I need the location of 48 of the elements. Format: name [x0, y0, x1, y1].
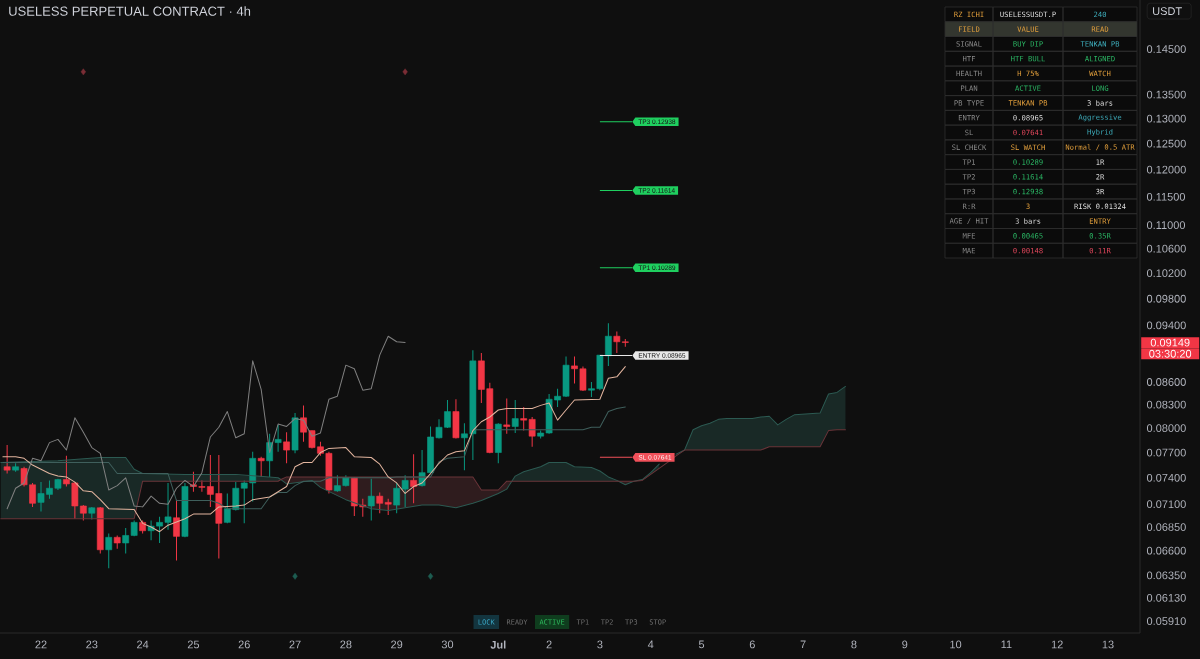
text: 0.09149 — [1150, 338, 1190, 347]
x-tick-label: 12 — [1051, 640, 1063, 649]
y-tick-label: 0.06600 — [1146, 546, 1186, 555]
x-tick-label: 22 — [35, 640, 47, 649]
x-tick-label: 7 — [800, 640, 806, 649]
y-tick-label: 0.13500 — [1146, 90, 1186, 99]
x-tick-label: 8 — [851, 640, 857, 649]
y-tick-label: 0.06850 — [1146, 523, 1186, 531]
x-tick-label: 11 — [1001, 640, 1012, 649]
y-tick-label: 0.11500 — [1146, 192, 1186, 201]
x-tick-label: 27 — [289, 640, 301, 649]
x-tick-label: 30 — [441, 640, 454, 649]
x-tick-label: 9 — [902, 640, 908, 649]
x-tick-label: 25 — [187, 640, 200, 649]
y-tick-label: 0.05910 — [1146, 617, 1186, 625]
y-tick-label: 0.09800 — [1146, 294, 1186, 303]
y-tick-label: 0.08000 — [1146, 424, 1186, 432]
y-tick-label: 0.12500 — [1146, 139, 1186, 148]
y-tick-label: 0.06130 — [1146, 593, 1186, 602]
x-tick-label: 4 — [647, 640, 654, 649]
x-tick-label: 5 — [698, 640, 705, 649]
x-tick-label: 23 — [86, 640, 98, 649]
x-tick-label: 2 — [546, 640, 552, 649]
x-tick-label: 29 — [391, 640, 403, 649]
y-tick-label: 0.09400 — [1146, 321, 1186, 330]
x-tick-label: 6 — [749, 640, 755, 649]
chart-title: USELESS PERPETUAL CONTRACT · 4h — [9, 6, 251, 16]
y-tick-label: 0.14500 — [1146, 45, 1186, 53]
x-tick-label: 28 — [340, 640, 352, 649]
y-tick-label: 0.07400 — [1146, 473, 1186, 482]
y-tick-label: 0.10200 — [1146, 269, 1186, 278]
y-tick-label: 0.08600 — [1146, 378, 1186, 386]
x-tick-label: 10 — [950, 640, 962, 649]
x-tick-label: 24 — [137, 640, 149, 649]
x-tick-label: 3 — [597, 640, 603, 649]
y-tick-label: 0.10600 — [1146, 244, 1186, 253]
x-tick-label: Jul — [490, 640, 506, 649]
y-tick-label: 0.07100 — [1146, 500, 1186, 509]
y-tick-label: 0.13000 — [1146, 114, 1186, 123]
x-tick-label: 26 — [238, 640, 250, 649]
x-tick-label: 13 — [1102, 640, 1114, 649]
y-tick-label: 0.07700 — [1146, 448, 1186, 457]
y-tick-label: 0.12000 — [1146, 165, 1186, 174]
y-tick-label: 0.08300 — [1146, 400, 1186, 409]
y-tick-label: 0.06350 — [1146, 571, 1186, 580]
y-tick-label: 0.11000 — [1146, 221, 1186, 229]
y-axis-title: USDT — [1153, 7, 1182, 16]
text: 03:30:20 — [1149, 349, 1192, 358]
